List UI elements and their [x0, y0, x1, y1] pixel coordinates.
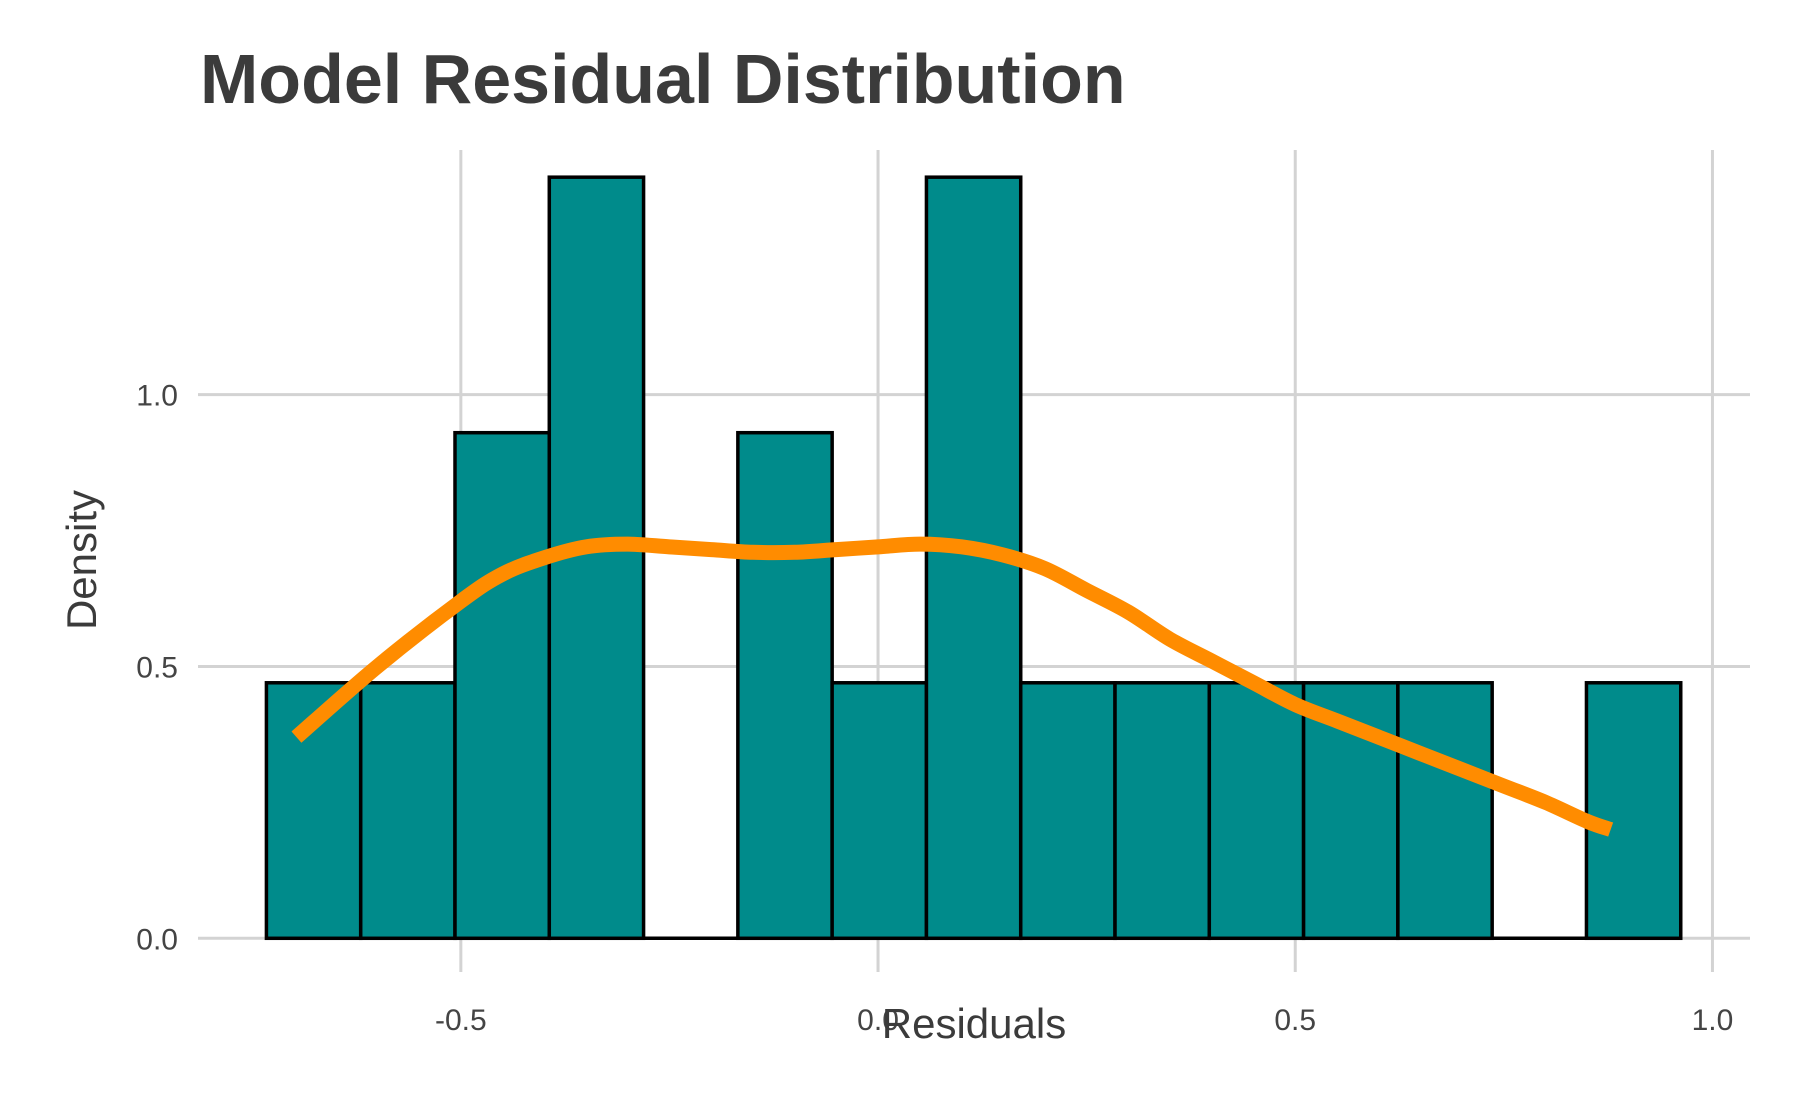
y-axis-label: Density: [58, 489, 105, 631]
kde-line: [291, 536, 1614, 837]
y-tick-label: 0.5: [136, 651, 178, 684]
histogram-bar: [1584, 681, 1683, 941]
x-axis-label: Residuals: [881, 1000, 1067, 1047]
x-tick-label: -0.5: [435, 1004, 487, 1037]
chart-title: Model Residual Distribution: [200, 40, 1126, 118]
y-tick-label: 0.0: [136, 923, 178, 956]
kde-curve-group: [291, 536, 1614, 837]
histogram-bar: [736, 430, 834, 941]
histogram-bar: [1396, 681, 1494, 941]
x-tick-label: 1.0: [1692, 1004, 1734, 1037]
histogram-bar: [453, 430, 552, 941]
y-tick-label: 1.0: [136, 380, 178, 413]
x-tick-label: 0.0: [857, 1004, 899, 1037]
histogram-bar: [1113, 681, 1212, 941]
histogram-bar: [1207, 681, 1306, 941]
histogram-bar: [830, 681, 929, 941]
x-tick-label: 0.5: [1274, 1004, 1316, 1037]
histogram-bar: [1018, 681, 1117, 941]
histogram-bar: [358, 681, 457, 941]
histogram-bars: [264, 175, 1683, 941]
tick-labels: -0.5 0.0 0.5 1.0 0.0 0.5 1.0: [136, 380, 1733, 1037]
